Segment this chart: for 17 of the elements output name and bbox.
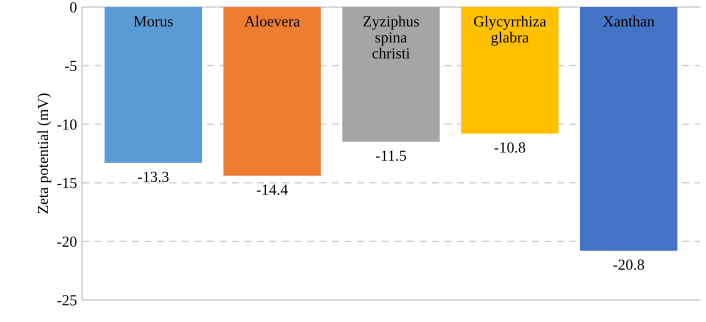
data-label: -14.4 <box>256 184 288 195</box>
x-tick-label: Xanthan <box>603 16 654 27</box>
y-tick-label: -5 <box>64 60 77 72</box>
x-tick-label: Zyziphus spina christi <box>363 16 419 59</box>
data-label: -11.5 <box>376 150 406 161</box>
data-label: -10.8 <box>494 142 526 153</box>
y-tick-label: 0 <box>70 2 77 12</box>
x-tick-label: Glycyrrhiza glabra <box>474 16 546 46</box>
data-label: -20.8 <box>613 260 644 270</box>
y-tick-label: -20 <box>57 236 77 247</box>
y-tick-label: -15 <box>57 178 77 188</box>
y-tick-label: -10 <box>57 119 77 130</box>
x-tick-label: Aloevera <box>244 16 300 27</box>
x-tick-label: Morus <box>134 16 173 27</box>
data-label: -13.3 <box>138 172 169 182</box>
y-tick-label: -25 <box>57 295 77 306</box>
y-axis-title: Zeta potential (mV) <box>37 94 52 214</box>
